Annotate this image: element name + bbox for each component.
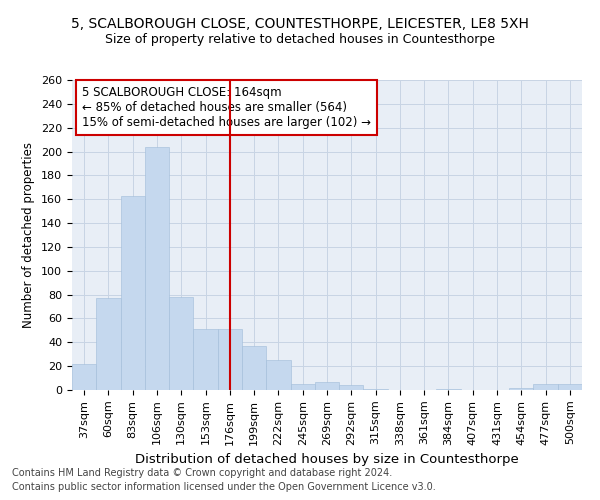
Bar [242,346,266,390]
Bar [169,297,193,390]
Y-axis label: Number of detached properties: Number of detached properties [22,142,35,328]
Text: 5 SCALBOROUGH CLOSE: 164sqm
← 85% of detached houses are smaller (564)
15% of se: 5 SCALBOROUGH CLOSE: 164sqm ← 85% of det… [82,86,371,129]
Bar [290,384,315,390]
Bar [121,196,145,390]
Bar [315,382,339,390]
Bar [558,384,582,390]
Bar [364,389,388,390]
Bar [533,384,558,390]
Bar [72,364,96,390]
Text: Contains public sector information licensed under the Open Government Licence v3: Contains public sector information licen… [12,482,436,492]
Bar [266,360,290,390]
Text: 5, SCALBOROUGH CLOSE, COUNTESTHORPE, LEICESTER, LE8 5XH: 5, SCALBOROUGH CLOSE, COUNTESTHORPE, LEI… [71,18,529,32]
X-axis label: Distribution of detached houses by size in Countesthorpe: Distribution of detached houses by size … [135,453,519,466]
Bar [96,298,121,390]
Bar [193,329,218,390]
Bar [145,147,169,390]
Bar [218,329,242,390]
Bar [339,385,364,390]
Text: Size of property relative to detached houses in Countesthorpe: Size of property relative to detached ho… [105,32,495,46]
Bar [436,389,461,390]
Text: Contains HM Land Registry data © Crown copyright and database right 2024.: Contains HM Land Registry data © Crown c… [12,468,392,477]
Bar [509,388,533,390]
